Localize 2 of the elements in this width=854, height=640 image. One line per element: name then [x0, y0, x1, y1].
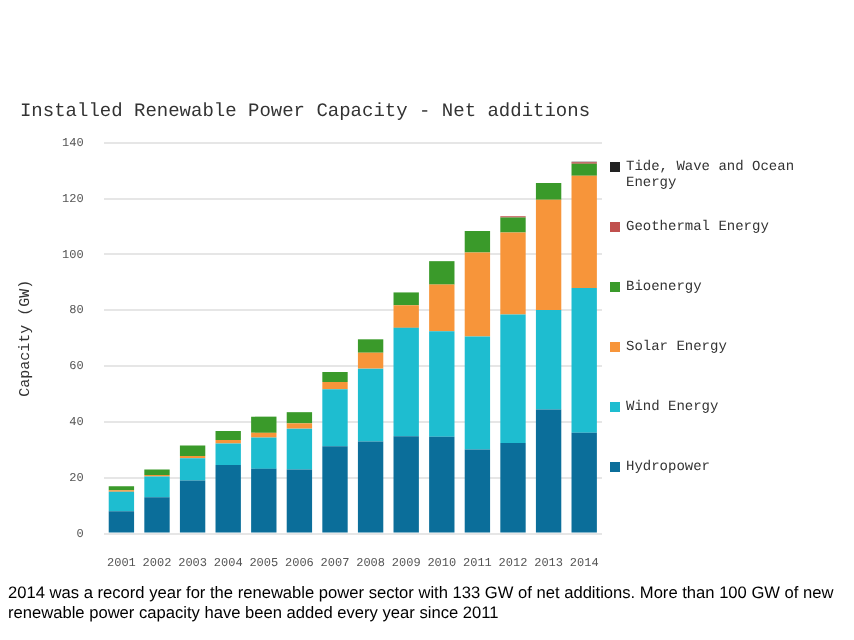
chart-title: Installed Renewable Power Capacity - Net additions: [19, 100, 591, 123]
text: 2014 was a record year for the renewable power sector with 133 GW of net additions. More than 100 GW of new renewable power capacity have been added every year since 2011: [8, 582, 836, 622]
